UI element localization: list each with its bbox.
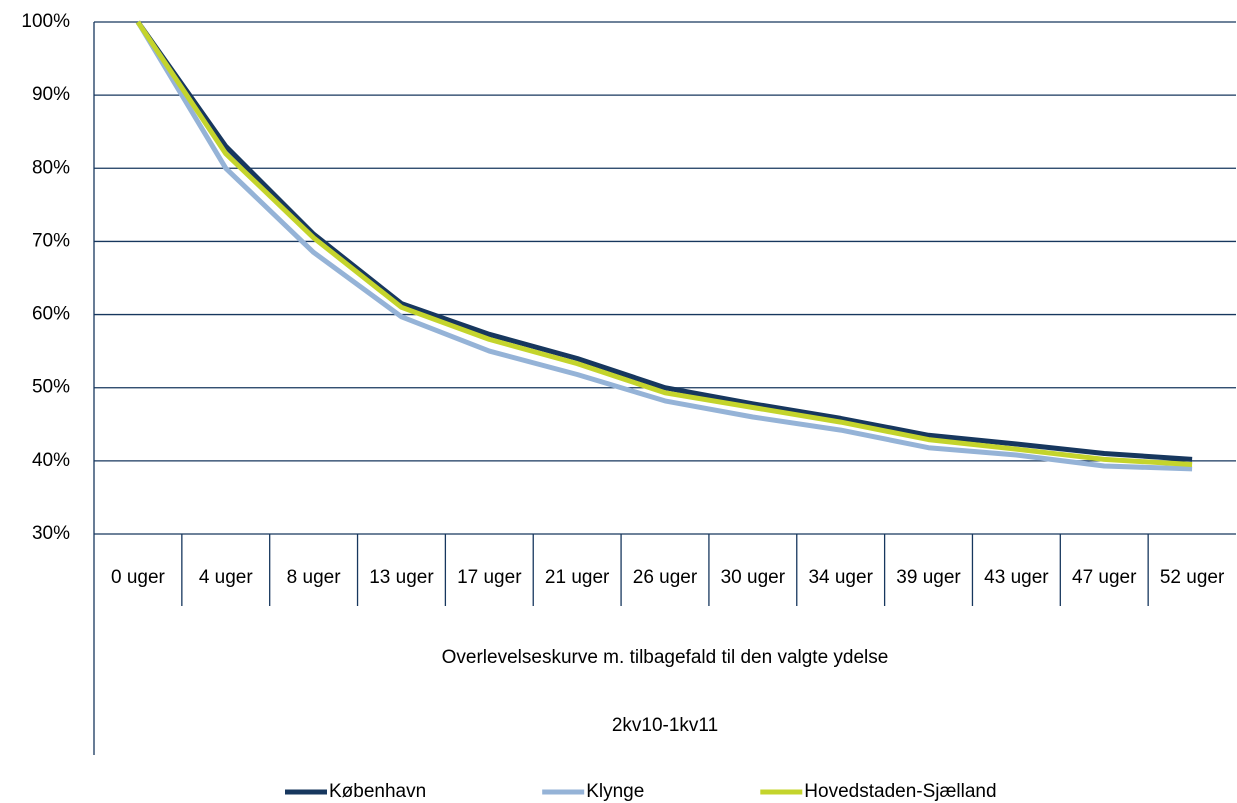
x-tick-label: 39 uger xyxy=(896,567,961,588)
legend-label: Klynge xyxy=(586,781,644,802)
y-tick-label: 100% xyxy=(21,11,70,32)
y-tick-label: 80% xyxy=(32,157,70,178)
x-tick-label: 52 uger xyxy=(1160,567,1225,588)
legend-label: Hovedstaden-Sjælland xyxy=(804,781,996,802)
x-tick-label: 26 uger xyxy=(633,567,698,588)
y-tick-label: 60% xyxy=(32,304,70,325)
y-tick-label: 50% xyxy=(32,377,70,398)
x-tick-label: 47 uger xyxy=(1072,567,1137,588)
series-line xyxy=(135,20,1193,462)
x-tick-label: 34 uger xyxy=(808,567,873,588)
y-tick-label: 40% xyxy=(32,450,70,471)
x-tick-label: 21 uger xyxy=(545,567,610,588)
x-tick-label: 43 uger xyxy=(984,567,1049,588)
x-tick-label: 30 uger xyxy=(721,567,786,588)
x-axis-label: Overlevelseskurve m. tilbagefald til den… xyxy=(442,647,889,668)
x-tick-label: 4 uger xyxy=(199,567,254,588)
legend-label: København xyxy=(329,781,426,802)
x-tick-label: 0 uger xyxy=(111,567,166,588)
x-axis-label: 2kv10-1kv11 xyxy=(612,715,718,736)
x-tick-label: 13 uger xyxy=(369,567,434,588)
series-line xyxy=(135,20,1193,467)
series-line xyxy=(135,20,1193,472)
y-tick-label: 90% xyxy=(32,84,70,105)
x-tick-label: 17 uger xyxy=(457,567,522,588)
y-tick-label: 30% xyxy=(32,523,70,544)
x-tick-label: 8 uger xyxy=(287,567,342,588)
y-tick-label: 70% xyxy=(32,230,70,251)
